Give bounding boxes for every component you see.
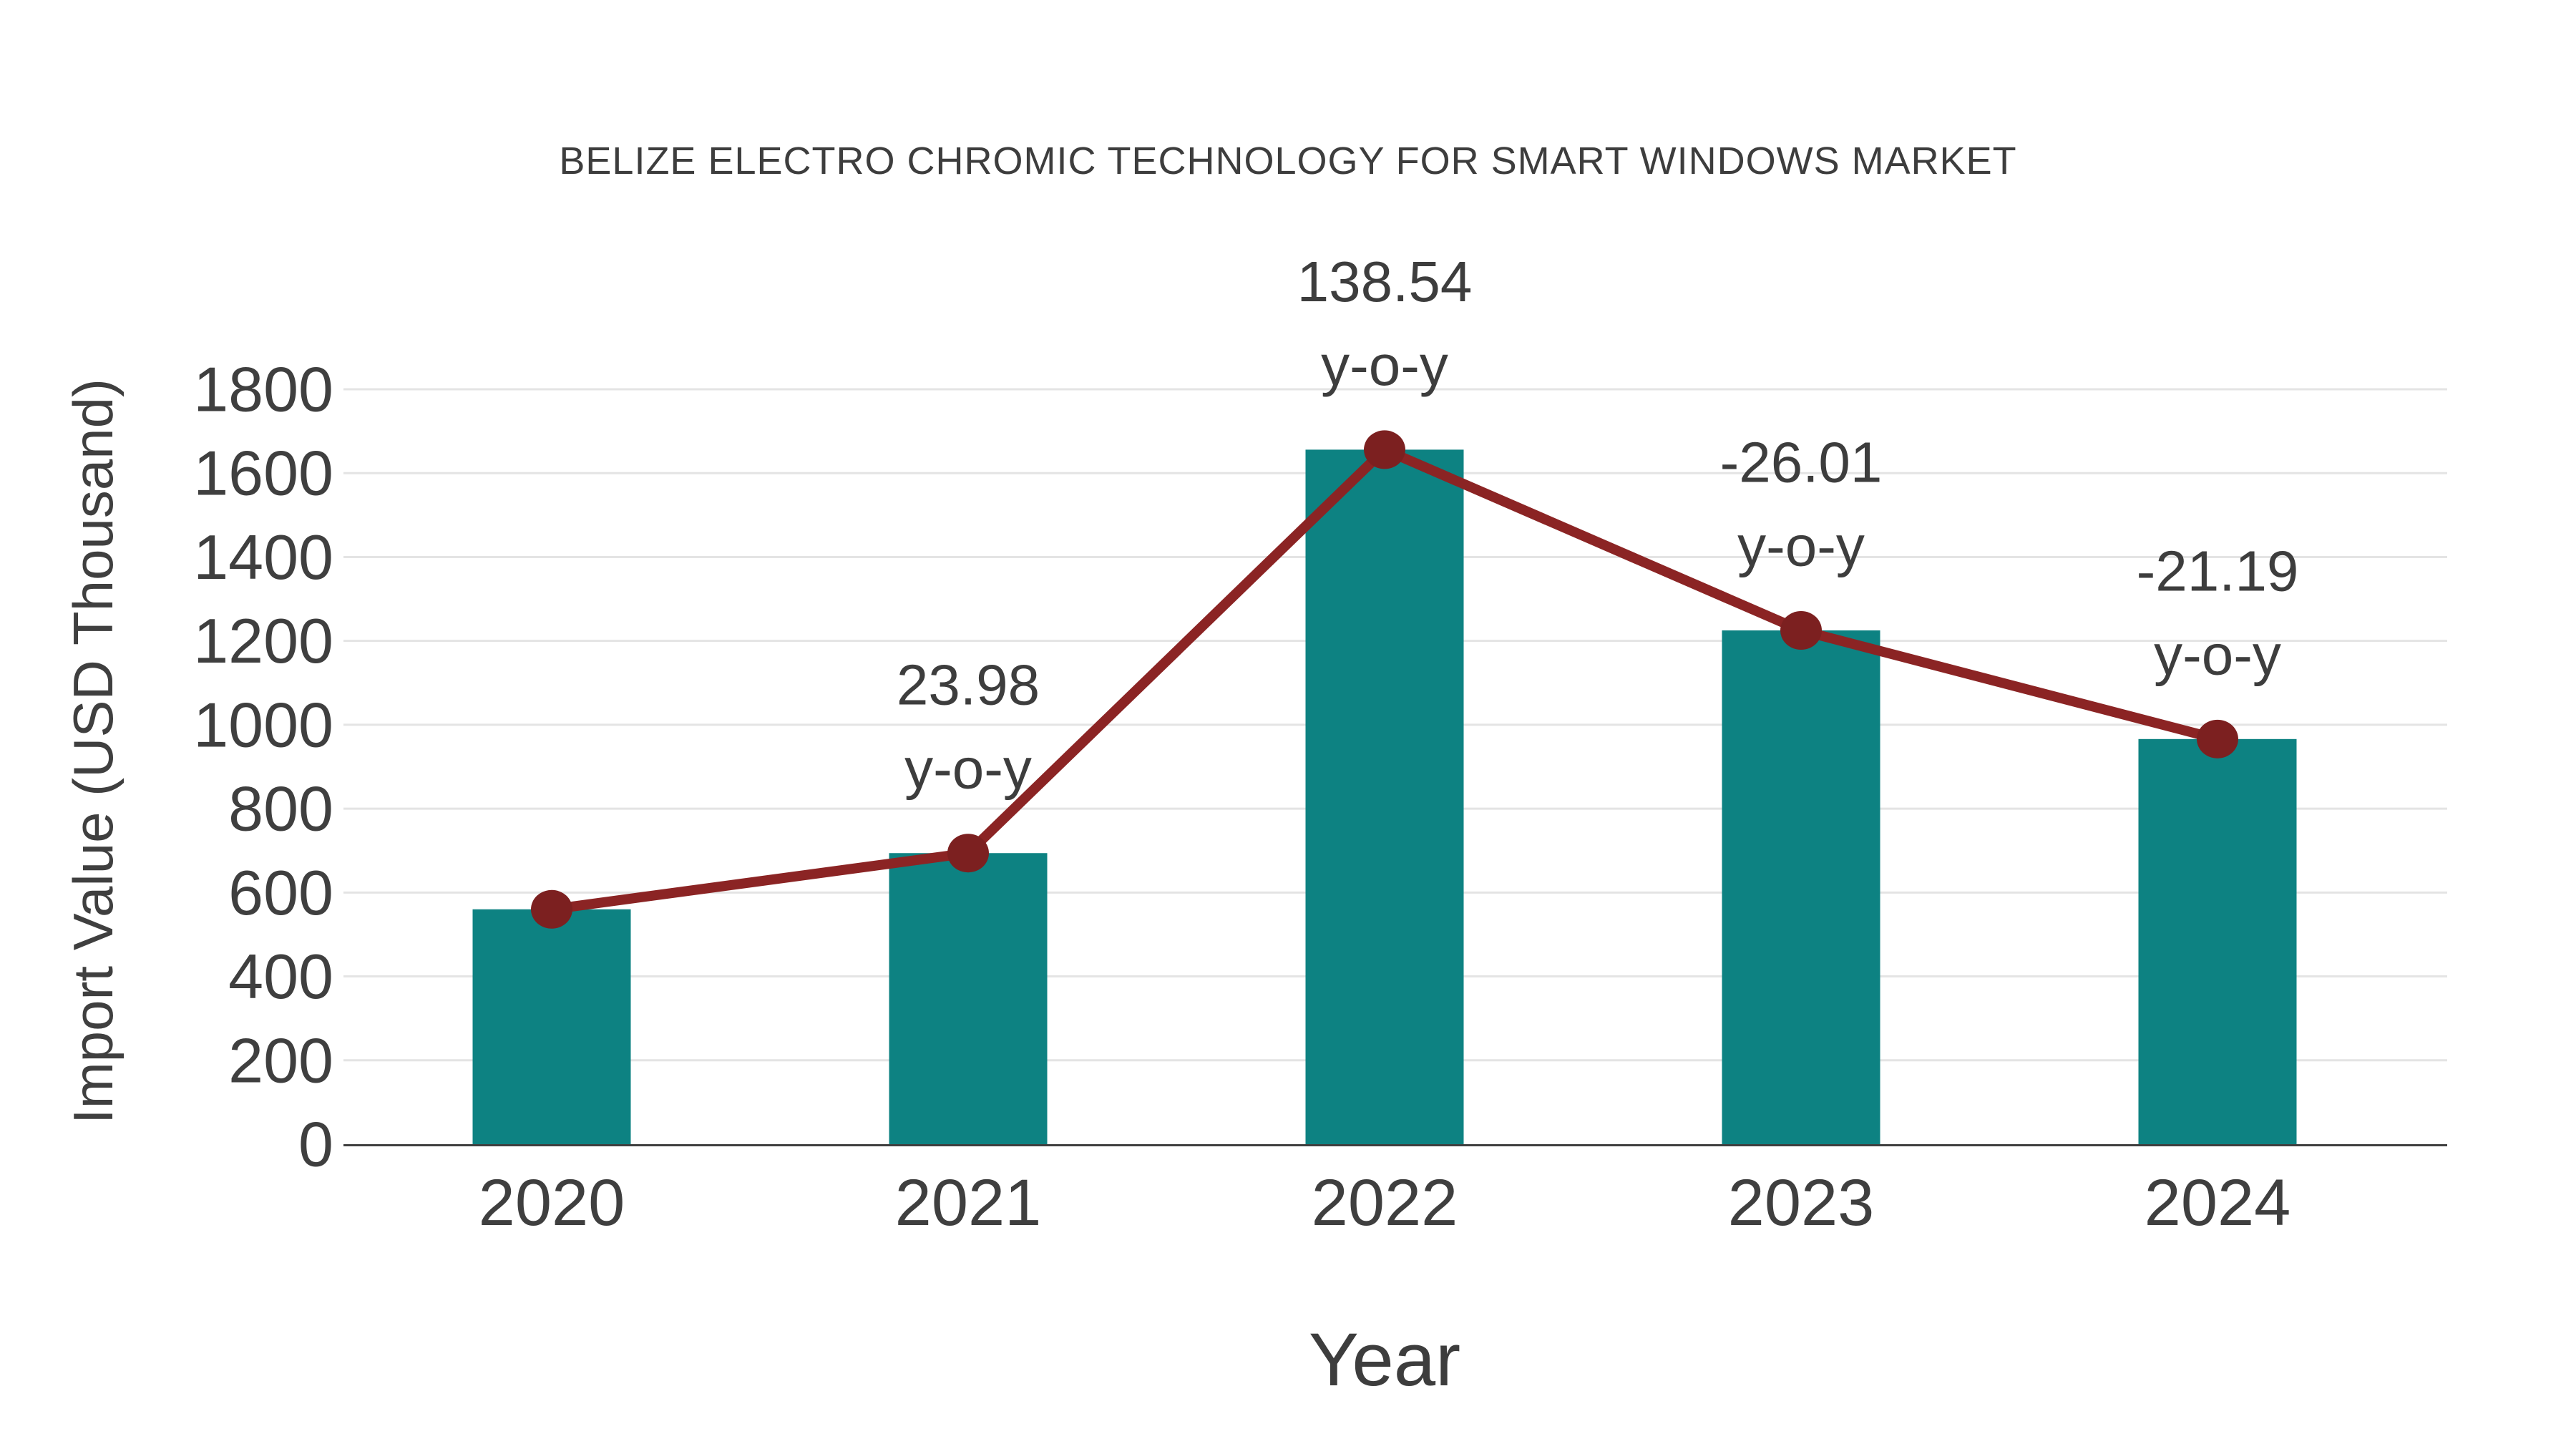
bar-2024 <box>2138 738 2297 1144</box>
chart-title: BELIZE ELECTRO CHROMIC TECHNOLOGY FOR SM… <box>559 140 2017 182</box>
x-tick-label: 2020 <box>479 1166 625 1239</box>
trend-marker-2022 <box>1364 430 1405 469</box>
annotation-value: -26.01 <box>1720 431 1883 494</box>
x-axis-title: Year <box>1308 1318 1461 1402</box>
bar-2020 <box>472 909 631 1144</box>
bar-2021 <box>889 853 1048 1144</box>
y-tick-label: 1000 <box>193 689 333 760</box>
trend-marker-2023 <box>1780 611 1822 650</box>
annotation-value: 138.54 <box>1297 250 1473 313</box>
y-tick-label: 1200 <box>193 605 333 676</box>
annotation-suffix: y-o-y <box>904 737 1032 801</box>
y-tick-label: 400 <box>228 941 333 1012</box>
annotation-suffix: y-o-y <box>1321 333 1448 397</box>
annotation-value: 23.98 <box>897 653 1040 717</box>
trend-marker-2020 <box>531 889 572 929</box>
bar-2022 <box>1305 449 1464 1144</box>
trend-marker-2021 <box>947 834 989 873</box>
y-tick-label: 0 <box>298 1109 333 1180</box>
y-tick-label: 1600 <box>193 438 333 509</box>
y-tick-label: 200 <box>228 1025 333 1096</box>
y-tick-label: 1800 <box>193 354 333 425</box>
trend-marker-2024 <box>2197 719 2238 758</box>
y-tick-label: 800 <box>228 774 333 844</box>
annotation-suffix: y-o-y <box>1737 514 1865 578</box>
annotation-value: -21.19 <box>2137 539 2299 602</box>
x-tick-label: 2023 <box>1728 1166 1875 1239</box>
y-axis-title: Import Value (USD Thousand) <box>62 379 125 1124</box>
annotation-suffix: y-o-y <box>2154 623 2281 686</box>
x-tick-label: 2022 <box>1312 1166 1458 1239</box>
y-tick-label: 1400 <box>193 522 333 592</box>
bar-2023 <box>1722 630 1880 1144</box>
x-tick-label: 2021 <box>895 1166 1042 1239</box>
x-tick-label: 2024 <box>2145 1166 2291 1239</box>
y-tick-label: 600 <box>228 857 333 928</box>
